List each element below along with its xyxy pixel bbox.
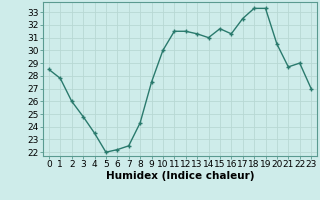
X-axis label: Humidex (Indice chaleur): Humidex (Indice chaleur) bbox=[106, 171, 254, 181]
